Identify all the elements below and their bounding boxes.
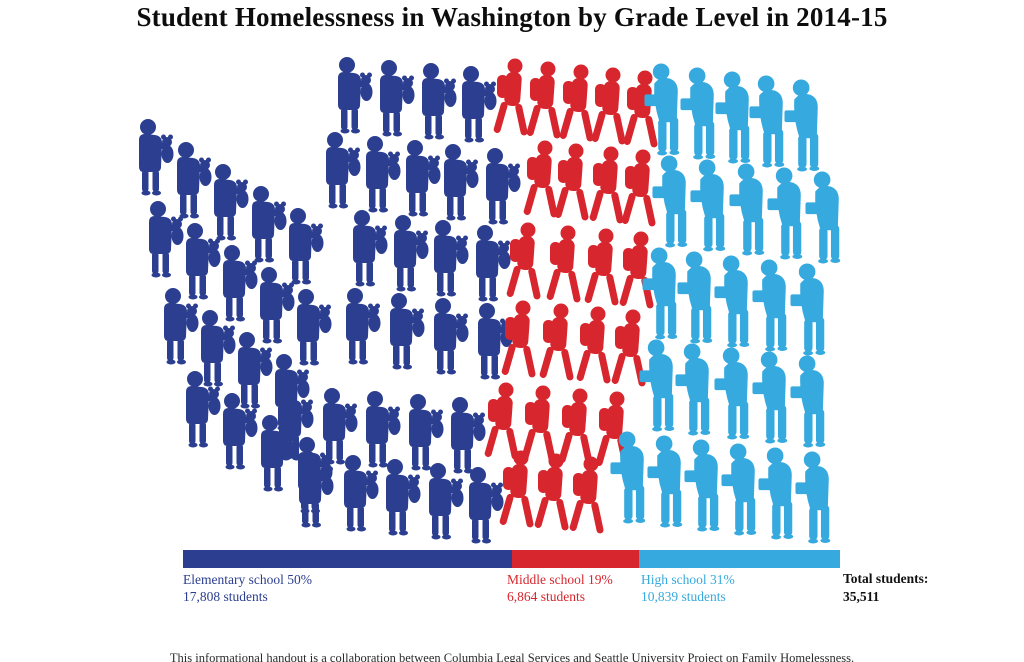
student-figure-elementary	[399, 139, 441, 217]
student-figure-elementary	[339, 287, 381, 365]
student-figure-elementary	[216, 392, 258, 470]
student-figure-elementary	[331, 56, 373, 134]
student-figure-elementary	[132, 118, 174, 196]
legend-elementary-label: Elementary school 50%	[183, 572, 312, 587]
legend-middle-label: Middle school 19%	[507, 572, 613, 587]
legend-high-students: 10,839 students	[641, 589, 726, 604]
student-figure-elementary	[157, 287, 199, 365]
student-figure-elementary	[292, 450, 334, 528]
student-figure-elementary	[387, 214, 429, 292]
legend-middle: Middle school 19% 6,864 students	[507, 571, 613, 605]
student-figure-high	[805, 170, 851, 264]
student-figure-elementary	[479, 147, 521, 225]
student-figure-middle	[499, 450, 537, 532]
legend-high: High school 31% 10,839 students	[641, 571, 735, 605]
student-figure-elementary	[346, 209, 388, 287]
student-figure-elementary	[379, 458, 421, 536]
student-figure-high	[795, 450, 841, 544]
student-figure-elementary	[415, 62, 457, 140]
legend-high-label: High school 31%	[641, 572, 735, 587]
student-figure-elementary	[455, 65, 497, 143]
student-figure-middle	[576, 306, 614, 388]
student-figure-elementary	[142, 200, 184, 278]
legend-middle-students: 6,864 students	[507, 589, 586, 604]
student-figure-elementary	[383, 292, 425, 370]
student-figure-middle	[539, 303, 577, 385]
student-figure-middle	[534, 453, 572, 535]
student-figure-elementary	[427, 219, 469, 297]
student-figure-middle	[501, 300, 539, 382]
student-figure-high	[790, 354, 836, 448]
total-students-label: Total students:	[843, 571, 929, 586]
bar-segment-high	[639, 550, 840, 568]
footer-note: This informational handout is a collabor…	[169, 650, 855, 662]
legend-elementary-students: 17,808 students	[183, 589, 268, 604]
student-figure-elementary	[337, 454, 379, 532]
student-figure-middle	[546, 225, 584, 307]
student-figure-elementary	[319, 131, 361, 209]
student-figure-middle	[554, 143, 592, 225]
student-figure-elementary	[469, 224, 511, 302]
legend-elementary: Elementary school 50% 17,808 students	[183, 571, 312, 605]
student-figure-elementary	[427, 297, 469, 375]
student-figure-middle	[584, 228, 622, 310]
student-figure-high	[784, 78, 830, 172]
student-figure-high	[790, 262, 836, 356]
student-figure-middle	[506, 222, 544, 304]
student-figure-elementary	[462, 466, 504, 544]
student-figure-elementary	[437, 143, 479, 221]
chart-title: Student Homelessness in Washington by Gr…	[136, 2, 888, 32]
student-figure-middle	[569, 456, 607, 538]
student-figure-elementary	[373, 59, 415, 137]
student-figure-elementary	[422, 462, 464, 540]
stacked-bar	[183, 550, 840, 568]
student-figure-elementary	[179, 370, 221, 448]
total-students: Total students: 35,511	[843, 570, 928, 606]
total-students-value: 35,511	[843, 589, 880, 604]
bar-segment-middle	[512, 550, 640, 568]
bar-segment-elementary	[183, 550, 513, 568]
student-figure-elementary	[359, 135, 401, 213]
